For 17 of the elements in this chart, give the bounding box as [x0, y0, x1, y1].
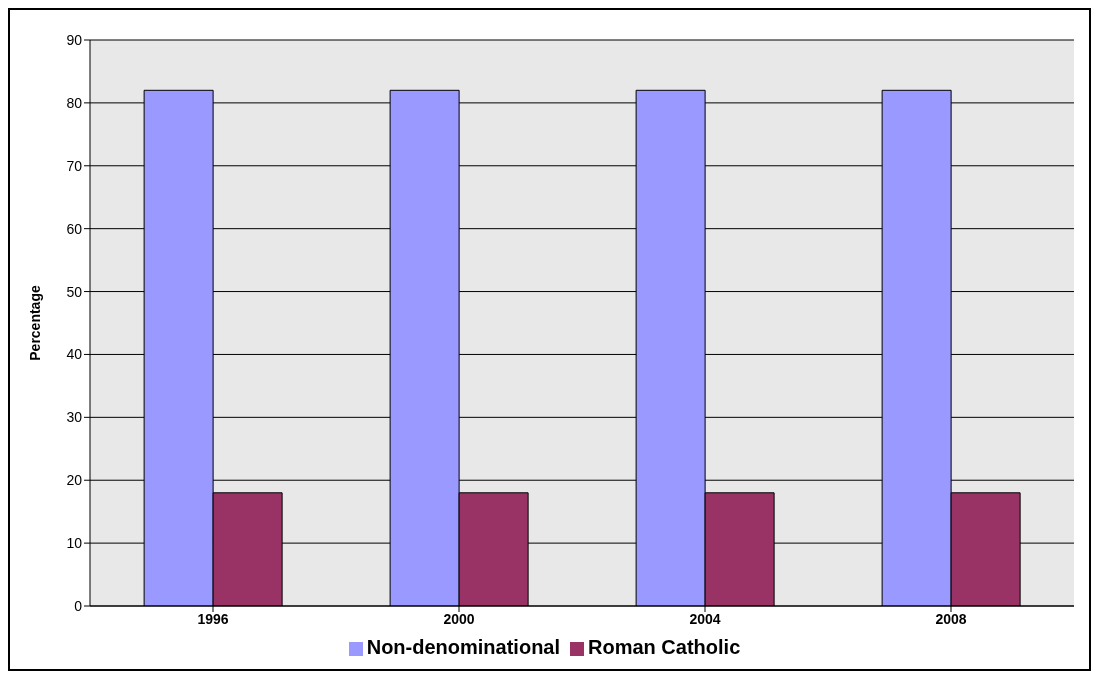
y-tick-label: 10 — [66, 535, 83, 552]
y-tick-label: 80 — [66, 94, 83, 111]
legend-label: Roman Catholic — [588, 636, 741, 658]
y-tick-label: 20 — [66, 472, 83, 489]
y-tick-label: 70 — [66, 157, 83, 174]
y-tick-label: 90 — [66, 31, 83, 48]
y-tick-label: 0 — [74, 597, 83, 614]
y-tick-label: 60 — [66, 220, 83, 237]
x-tick-label: 2008 — [935, 610, 967, 627]
x-tick-label: 2000 — [443, 610, 475, 627]
x-tick-label: 2004 — [689, 610, 721, 627]
y-axis-title: Percentage — [26, 285, 43, 361]
x-tick-label: 1996 — [197, 610, 229, 627]
y-tick-label: 50 — [66, 283, 83, 300]
y-tick-label: 30 — [66, 409, 83, 426]
y-tick-label: 40 — [66, 346, 83, 363]
legend-label: Non-denominational — [366, 636, 561, 658]
